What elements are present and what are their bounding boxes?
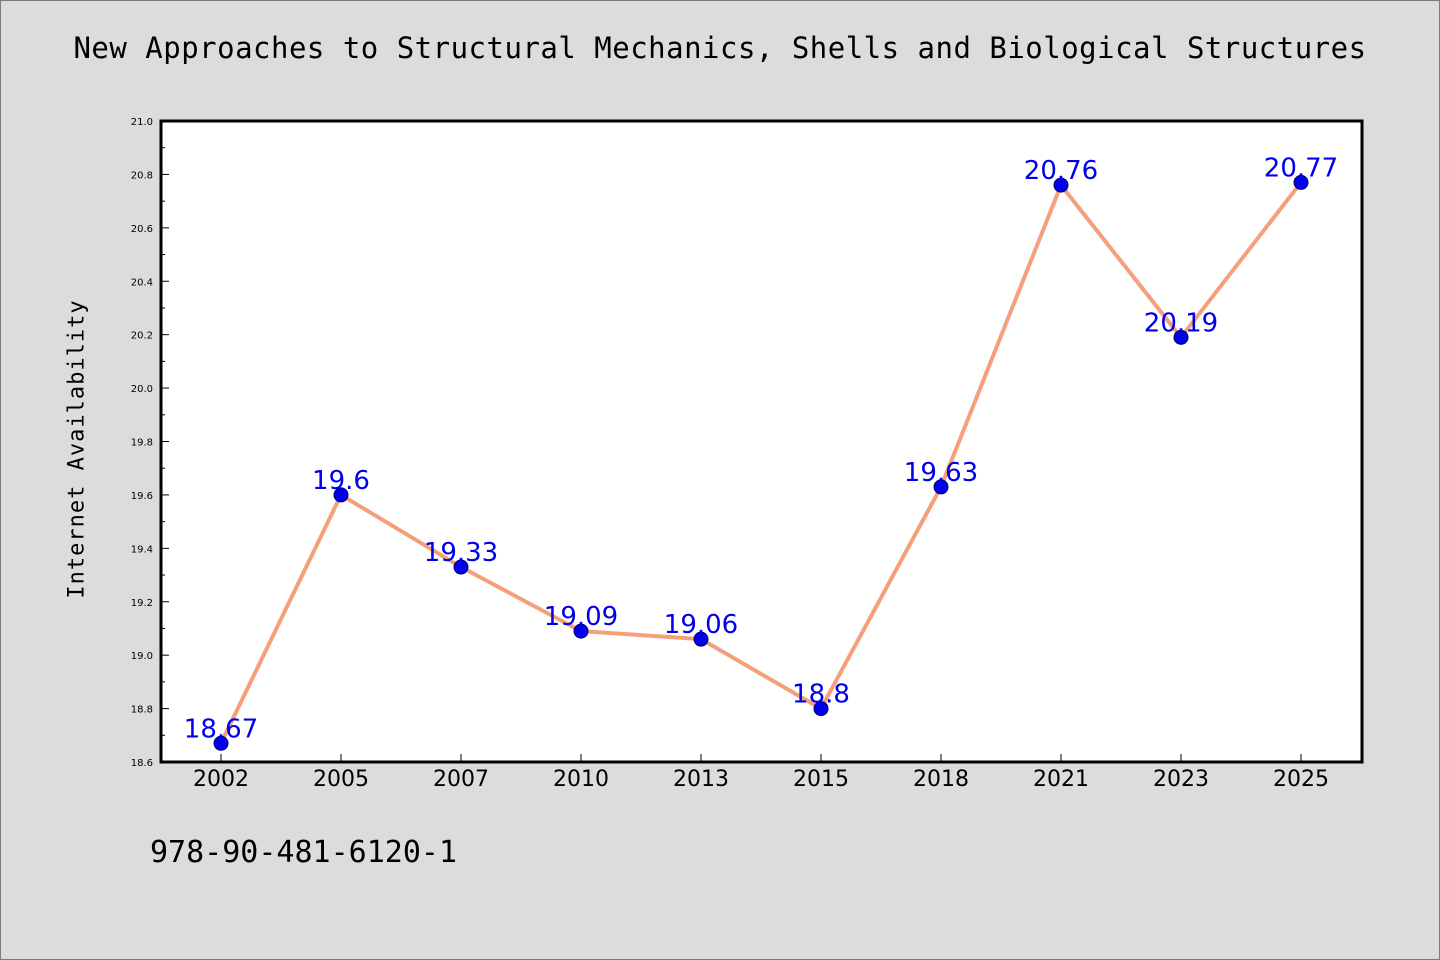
data-point xyxy=(693,631,709,647)
data-label: 19.09 xyxy=(544,602,618,632)
data-point xyxy=(1053,177,1069,193)
y-tick-label: 18.8 xyxy=(131,705,153,716)
data-point xyxy=(573,623,589,639)
x-tick-label: 2018 xyxy=(913,767,969,792)
data-label: 19.33 xyxy=(424,538,498,568)
data-label: 19.06 xyxy=(664,610,738,640)
x-tick-label: 2007 xyxy=(433,767,489,792)
isbn-text: 978-90-481-6120-1 xyxy=(150,835,458,870)
x-tick-label: 2025 xyxy=(1273,767,1329,792)
y-tick-label: 20.6 xyxy=(131,224,153,235)
data-point xyxy=(933,479,949,495)
data-label: 20.19 xyxy=(1144,308,1218,338)
y-tick-label: 19.6 xyxy=(131,491,153,502)
data-point xyxy=(813,701,829,717)
x-tick-label: 2010 xyxy=(553,767,609,792)
data-label: 19.6 xyxy=(312,466,370,496)
data-series: 18.67 19.6 19.33 19.09 19.06 18.8 19.63 20.76 20… xyxy=(184,153,1338,751)
y-tick-label: 19.0 xyxy=(131,651,153,662)
x-axis: 2002 2005 2007 2010 2013 2015 2018 2021 2023 2025 xyxy=(193,754,1329,792)
x-tick-label: 2002 xyxy=(193,767,249,792)
y-tick-label: 20.0 xyxy=(131,384,153,395)
x-tick-label: 2013 xyxy=(673,767,729,792)
data-point xyxy=(1173,329,1189,345)
data-point xyxy=(213,735,229,751)
y-tick-label: 19.8 xyxy=(131,438,153,449)
x-tick-label: 2015 xyxy=(793,767,849,792)
x-tick-label: 2023 xyxy=(1153,767,1209,792)
data-point xyxy=(453,559,469,575)
data-point xyxy=(333,487,349,503)
data-label: 20.76 xyxy=(1024,156,1098,186)
data-label: 19.63 xyxy=(904,458,978,488)
y-axis: 18.6 18.8 19.0 19.2 19.4 19.6 19.8 20.0 20.2 20.4… xyxy=(131,117,169,769)
data-label: 18.8 xyxy=(792,680,850,710)
y-tick-label: 20.4 xyxy=(131,277,153,288)
x-tick-label: 2021 xyxy=(1033,767,1089,792)
y-tick-label: 21.0 xyxy=(131,117,153,128)
y-tick-label: 20.2 xyxy=(131,331,153,342)
series-line xyxy=(219,181,1303,745)
x-tick-label: 2005 xyxy=(313,767,369,792)
y-tick-label: 20.8 xyxy=(131,170,153,181)
chart-title: New Approaches to Structural Mechanics, … xyxy=(73,31,1367,65)
data-label: 18.67 xyxy=(184,714,258,744)
y-tick-label: 18.6 xyxy=(131,758,153,769)
data-label: 20.77 xyxy=(1264,153,1338,183)
y-tick-label: 19.2 xyxy=(131,598,153,609)
data-point xyxy=(1293,174,1309,190)
y-tick-label: 19.4 xyxy=(131,544,153,555)
plot-area xyxy=(159,119,1364,764)
